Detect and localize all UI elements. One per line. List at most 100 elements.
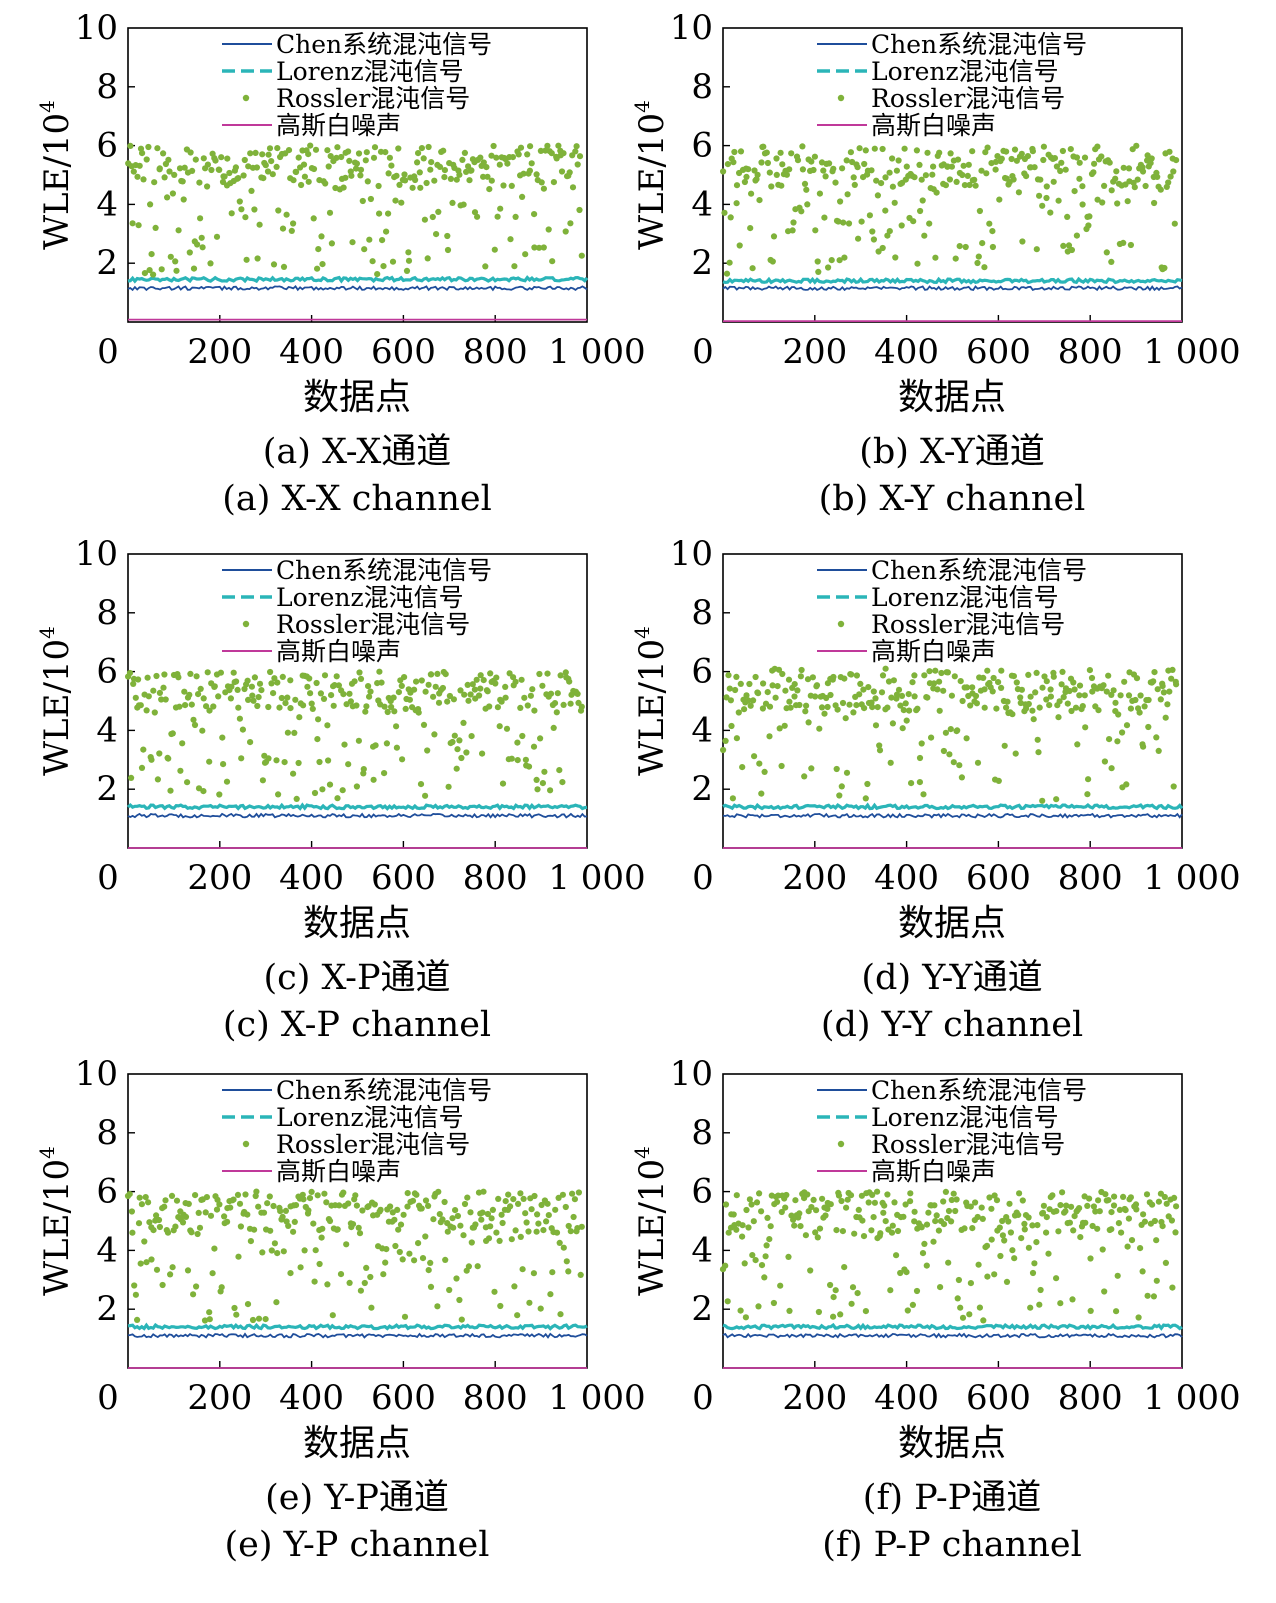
rossler-point xyxy=(975,253,982,260)
rossler-point xyxy=(461,1200,469,1208)
rossler-point xyxy=(847,1192,855,1199)
rossler-point xyxy=(327,153,334,160)
rossler-point xyxy=(146,1219,153,1226)
rossler-point xyxy=(347,698,354,705)
rossler-point xyxy=(783,171,790,178)
rossler-point xyxy=(334,795,341,802)
rossler-point xyxy=(280,263,288,270)
rossler-point xyxy=(1058,681,1065,688)
rossler-point xyxy=(993,1197,1001,1204)
rossler-point xyxy=(1125,1215,1132,1222)
rossler-point xyxy=(529,686,536,693)
rossler-point xyxy=(557,672,564,679)
legend-label: 高斯白噪声 xyxy=(276,1157,401,1186)
rossler-point xyxy=(808,1204,815,1211)
y-axis-label: WLE/104 xyxy=(630,100,672,250)
rossler-point xyxy=(307,690,314,697)
rossler-point xyxy=(189,167,196,174)
rossler-point xyxy=(463,749,470,756)
rossler-point xyxy=(488,177,495,184)
rossler-point xyxy=(733,735,740,742)
rossler-point xyxy=(830,1313,837,1320)
rossler-point xyxy=(851,181,858,188)
rossler-point xyxy=(510,1196,517,1203)
rossler-point xyxy=(1095,1197,1102,1204)
legend-label: Chen系统混沌信号 xyxy=(276,30,492,59)
rossler-point xyxy=(393,172,400,179)
rossler-point xyxy=(843,157,850,164)
rossler-point xyxy=(167,787,174,794)
rossler-point xyxy=(1140,743,1147,750)
rossler-point xyxy=(196,1224,204,1231)
rossler-point xyxy=(779,670,786,678)
rossler-point xyxy=(786,698,793,705)
rossler-point xyxy=(413,678,420,685)
rossler-point xyxy=(496,161,503,168)
rossler-point xyxy=(552,1206,559,1213)
rossler-point xyxy=(423,179,430,187)
rossler-point xyxy=(374,271,381,278)
rossler-point xyxy=(524,151,531,158)
rossler-point xyxy=(480,677,487,684)
x-tick-label: 400 xyxy=(874,332,939,372)
rossler-point xyxy=(234,686,241,693)
x-tick-label: 0 xyxy=(97,858,119,898)
rossler-point xyxy=(857,680,864,687)
rossler-point xyxy=(199,727,206,734)
rossler-point xyxy=(549,1269,556,1276)
rossler-point xyxy=(370,154,378,161)
rossler-point xyxy=(908,780,915,787)
rossler-point xyxy=(1139,1268,1146,1275)
rossler-point xyxy=(752,1257,759,1264)
rossler-point xyxy=(925,1209,932,1216)
rossler-point xyxy=(969,1225,976,1232)
rossler-point xyxy=(161,174,168,181)
rossler-point xyxy=(824,1205,831,1212)
rossler-point xyxy=(1036,192,1043,199)
rossler-point xyxy=(520,170,527,177)
rossler-point xyxy=(741,1260,748,1267)
rossler-point xyxy=(952,1207,959,1215)
rossler-point xyxy=(879,672,887,679)
rossler-point xyxy=(936,149,943,156)
rossler-point xyxy=(417,184,424,191)
rossler-point xyxy=(559,1191,567,1198)
rossler-point xyxy=(221,1213,228,1220)
rossler-point xyxy=(196,179,203,186)
rossler-point xyxy=(787,704,794,711)
rossler-point xyxy=(861,705,868,712)
rossler-point xyxy=(952,255,959,262)
rossler-point xyxy=(849,1284,857,1291)
rossler-point xyxy=(785,1253,792,1260)
x-tick-label: 0 xyxy=(97,1378,119,1418)
rossler-point xyxy=(802,708,809,715)
rossler-point xyxy=(801,180,809,187)
rossler-point xyxy=(1015,189,1022,196)
rossler-point xyxy=(453,765,460,772)
rossler-point xyxy=(517,144,525,151)
rossler-point xyxy=(882,174,889,181)
rossler-point xyxy=(425,1202,432,1209)
rossler-point xyxy=(770,233,778,240)
rossler-point xyxy=(234,1191,242,1198)
rossler-point xyxy=(399,756,406,763)
rossler-point xyxy=(962,243,969,251)
y-tick-label: 10 xyxy=(75,534,118,574)
series-lorenz xyxy=(127,1322,588,1331)
rossler-point xyxy=(138,764,146,771)
rossler-point xyxy=(190,265,198,272)
rossler-point xyxy=(769,258,776,265)
rossler-point xyxy=(739,764,746,771)
rossler-point xyxy=(872,722,880,729)
rossler-point xyxy=(1019,238,1026,245)
rossler-point xyxy=(427,166,434,173)
rossler-point xyxy=(545,226,552,233)
rossler-point xyxy=(954,1295,961,1302)
rossler-point xyxy=(129,220,136,227)
rossler-point xyxy=(773,155,780,162)
rossler-point xyxy=(1131,184,1138,191)
rossler-point xyxy=(562,228,569,235)
rossler-point xyxy=(419,1255,427,1262)
